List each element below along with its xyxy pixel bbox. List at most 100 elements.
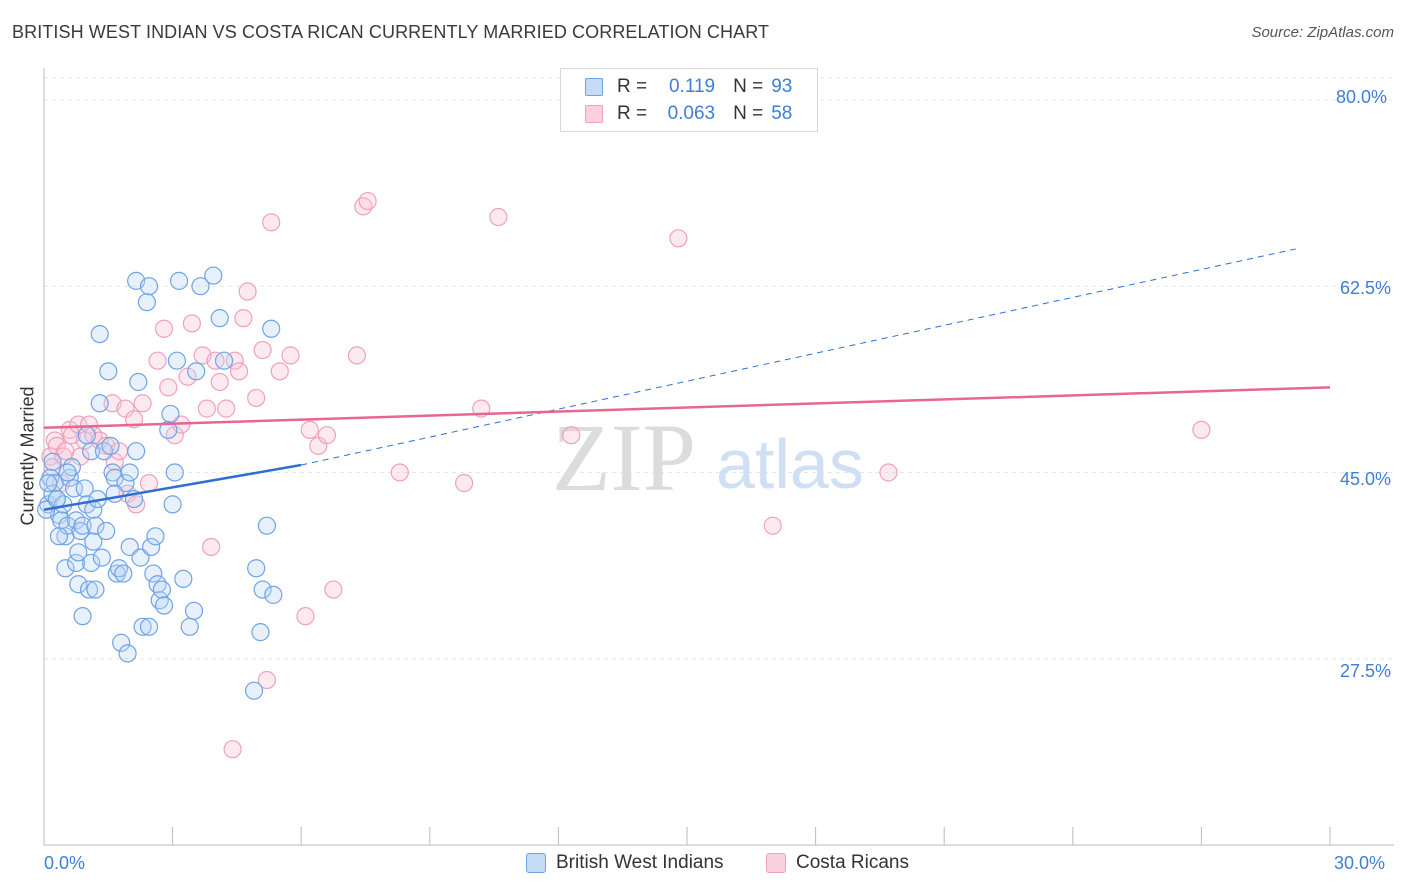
legend-swatch-pink xyxy=(585,105,603,123)
data-point xyxy=(118,644,137,663)
data-point xyxy=(358,191,377,211)
data-point xyxy=(262,319,281,338)
y-tick-label: 45.0% xyxy=(1340,469,1392,489)
n-label: N = xyxy=(733,76,764,97)
data-point xyxy=(244,681,264,700)
data-point xyxy=(139,474,159,493)
trend-line-blue-extended xyxy=(301,248,1296,466)
data-point xyxy=(247,559,266,578)
data-point xyxy=(187,362,206,381)
data-point xyxy=(154,319,174,338)
data-point xyxy=(324,580,343,599)
data-point xyxy=(204,266,223,285)
data-point xyxy=(73,607,92,626)
legend-swatch-pink xyxy=(766,853,786,873)
trend-line-blue xyxy=(43,463,302,511)
data-point xyxy=(191,277,210,296)
data-point xyxy=(99,362,118,381)
data-point xyxy=(161,404,180,424)
legend-swatch-blue xyxy=(585,78,603,96)
data-point xyxy=(139,277,159,296)
legend-row-blue: R = 0.119 N = 93 xyxy=(585,74,792,100)
data-point xyxy=(84,532,103,551)
data-point xyxy=(86,580,105,599)
data-point xyxy=(144,564,163,583)
data-point xyxy=(82,553,101,573)
data-point xyxy=(159,378,178,397)
trend-lines xyxy=(43,248,1331,511)
legend-label: Costa Ricans xyxy=(796,852,909,873)
watermark: ZIP atlas xyxy=(552,404,864,511)
data-point xyxy=(264,585,283,604)
data-point xyxy=(214,351,234,370)
data-point xyxy=(1192,420,1211,439)
data-point xyxy=(669,229,688,248)
data-point xyxy=(317,426,337,445)
data-point xyxy=(90,394,109,413)
data-point xyxy=(58,463,77,482)
data-point xyxy=(39,474,58,493)
data-point xyxy=(296,607,315,626)
data-point xyxy=(43,452,62,471)
data-point xyxy=(262,213,281,232)
data-point xyxy=(120,463,139,482)
data-point xyxy=(281,346,300,365)
data-point xyxy=(390,463,409,482)
source-label: Source: ZipAtlas.com xyxy=(1251,24,1394,41)
series-costa-ricans xyxy=(41,191,1211,759)
y-tick-label: 27.5% xyxy=(1340,661,1392,681)
data-point xyxy=(114,564,133,583)
legend-swatch-blue xyxy=(526,853,546,873)
data-point xyxy=(167,351,186,370)
trend-line-pink xyxy=(43,386,1331,430)
data-point xyxy=(97,521,116,541)
r-value: 0.063 xyxy=(667,103,716,124)
data-point xyxy=(489,207,508,227)
data-point xyxy=(137,293,156,312)
data-point xyxy=(142,537,161,557)
correlation-legend: R = 0.119 N = 93 R = 0.063 N = 58 xyxy=(560,68,818,132)
data-point xyxy=(247,388,266,408)
data-point xyxy=(77,426,96,445)
data-point xyxy=(152,580,171,599)
data-point xyxy=(197,399,216,418)
data-point xyxy=(112,633,131,652)
data-point xyxy=(257,516,277,535)
y-tick-label: 80.0% xyxy=(1336,87,1388,107)
data-point xyxy=(454,474,474,493)
data-point xyxy=(270,362,289,381)
data-point xyxy=(182,314,201,333)
n-value: 58 xyxy=(771,103,793,124)
y-axis-label: Currently Married xyxy=(17,386,38,526)
data-point xyxy=(163,495,182,514)
data-point xyxy=(165,463,184,482)
data-point xyxy=(223,740,242,759)
data-point xyxy=(64,479,84,498)
data-point xyxy=(49,527,69,546)
legend-row-pink: R = 0.063 N = 58 xyxy=(585,101,792,127)
data-point xyxy=(347,346,367,365)
r-label: R = xyxy=(617,76,648,97)
data-point xyxy=(174,569,193,589)
data-point xyxy=(124,410,144,429)
data-point xyxy=(562,426,581,445)
data-point xyxy=(56,559,75,578)
data-point xyxy=(133,617,152,636)
data-point xyxy=(154,596,174,615)
data-point xyxy=(79,580,99,599)
data-point xyxy=(86,516,105,535)
r-label: R = xyxy=(617,103,648,124)
n-label: N = xyxy=(733,103,764,124)
legend-item-costa-ricans[interactable]: Costa Ricans xyxy=(766,852,909,874)
data-point xyxy=(879,463,898,482)
data-point xyxy=(210,309,229,328)
r-value: 0.119 xyxy=(668,76,716,97)
data-point xyxy=(73,516,92,535)
data-point xyxy=(101,436,120,455)
legend-item-british-west-indians[interactable]: British West Indians xyxy=(526,852,724,874)
data-point xyxy=(238,282,257,301)
data-point xyxy=(159,420,178,439)
data-point xyxy=(133,394,152,413)
axes xyxy=(43,68,1394,846)
